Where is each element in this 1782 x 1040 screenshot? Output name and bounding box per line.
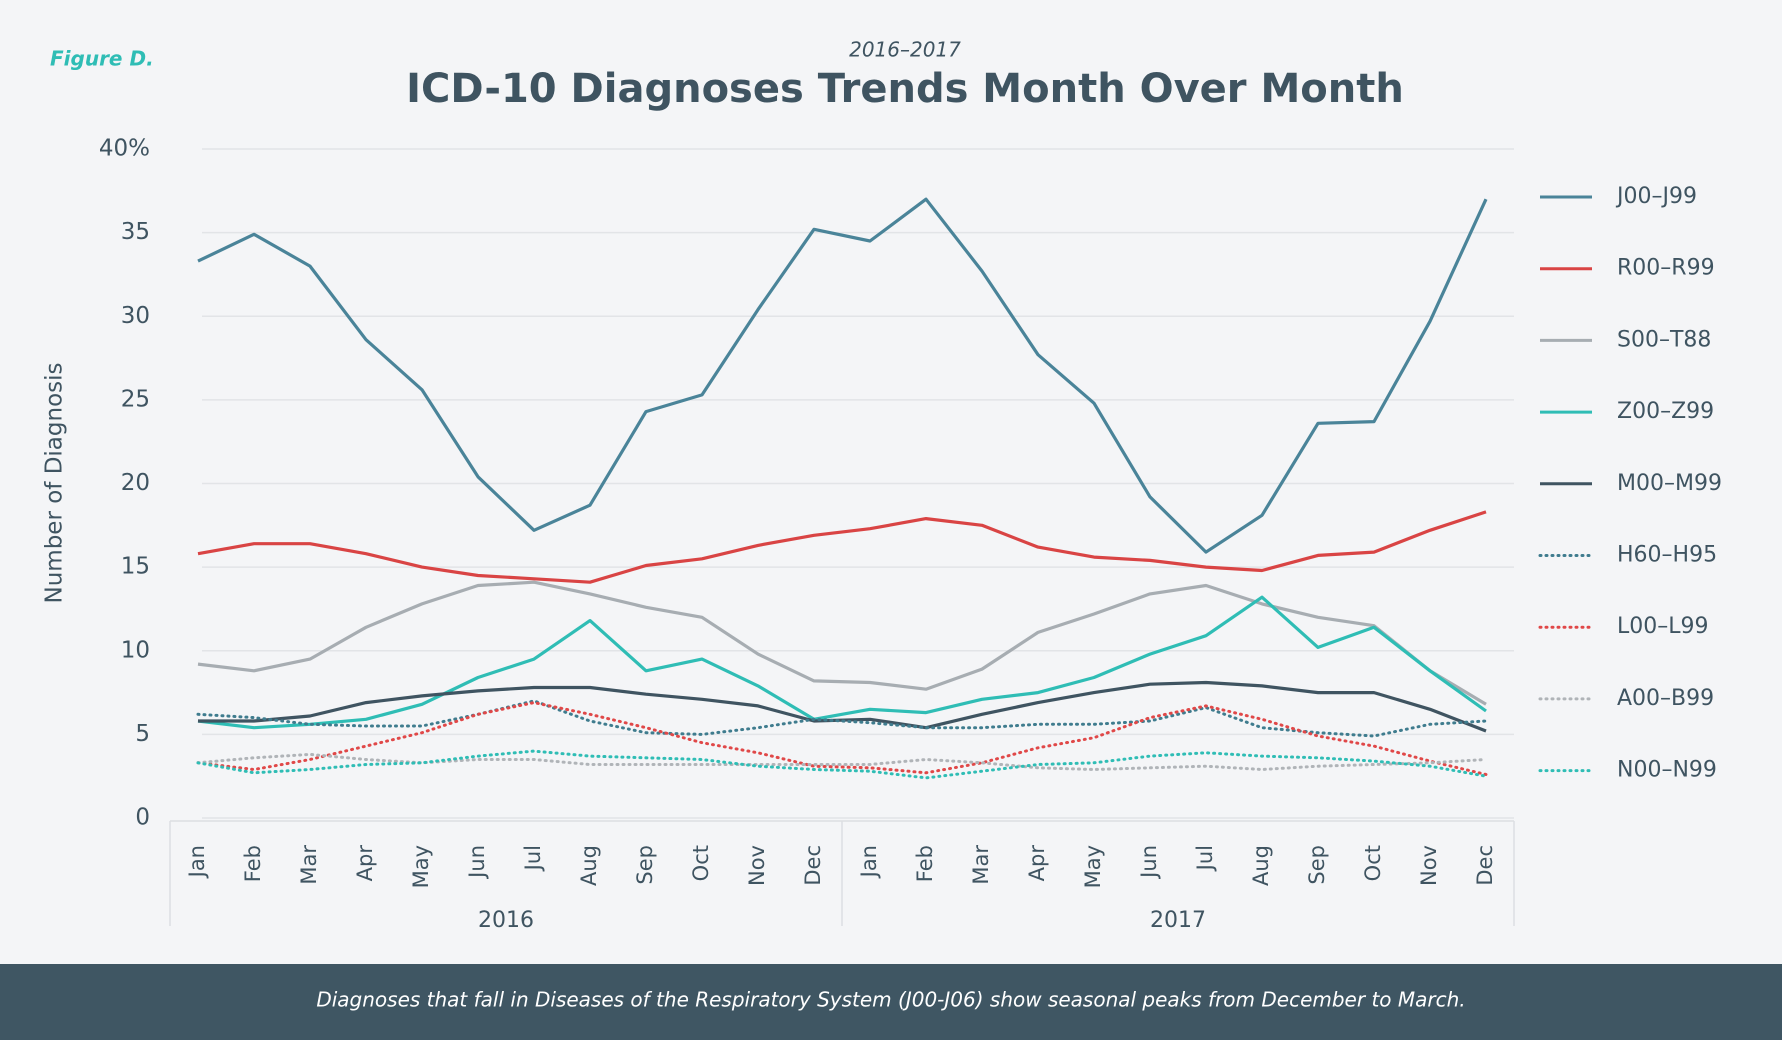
legend-label: J00–J99 (1615, 184, 1697, 209)
figure-label: Figure D. (50, 47, 154, 71)
legend-label: N00–N99 (1617, 758, 1717, 783)
y-tick-label: 0 (135, 805, 150, 831)
y-tick-label: 35 (121, 219, 150, 245)
legend-label: R00–R99 (1617, 256, 1715, 281)
x-tick-label: Oct (689, 845, 713, 881)
x-tick-label: Jun (1137, 845, 1161, 880)
x-tick-label: Jul (1193, 845, 1217, 872)
x-tick-label: Jul (521, 845, 545, 872)
legend-label: Z00–Z99 (1617, 399, 1714, 424)
x-tick-label: May (409, 845, 433, 888)
chart-title: ICD-10 Diagnoses Trends Month Over Month (406, 66, 1404, 112)
x-tick-label: Feb (913, 845, 937, 882)
legend-label: L00–L99 (1617, 614, 1709, 639)
x-tick-label: Sep (633, 845, 657, 885)
legend-label: H60–H95 (1617, 543, 1717, 568)
y-tick-label: 15 (121, 554, 150, 580)
y-axis-label: Number of Diagnosis (42, 363, 68, 604)
series-line (197, 595, 1487, 730)
x-tick-label: Jun (465, 845, 489, 880)
series-line (197, 510, 1487, 584)
x-tick-label: Sep (1305, 845, 1329, 885)
footer-note: Diagnoses that fall in Diseases of the R… (316, 988, 1465, 1012)
x-group-label: 2017 (1150, 908, 1206, 933)
x-tick-label: Mar (297, 845, 321, 885)
y-tick-label: 30 (121, 303, 150, 329)
y-tick-label: 10 (121, 637, 150, 663)
x-tick-label: Oct (1361, 845, 1385, 881)
chart-subtitle: 2016–2017 (849, 38, 961, 62)
x-tick-label: Nov (1417, 845, 1441, 886)
series-line (196, 699, 1488, 738)
x-tick-label: Aug (577, 845, 601, 886)
x-tick-label: Dec (1473, 845, 1497, 886)
x-tick-label: Apr (1025, 845, 1049, 882)
y-tick-label: 40% (99, 136, 150, 162)
x-tick-label: Mar (969, 845, 993, 885)
x-tick-label: Apr (353, 845, 377, 882)
legend-label: A00–B99 (1617, 686, 1714, 711)
x-tick-label: Nov (745, 845, 769, 886)
series-line (197, 197, 1488, 554)
x-tick-label: May (1081, 845, 1105, 888)
x-tick-label: Dec (801, 845, 825, 886)
series-line (196, 701, 1488, 776)
y-tick-label: 25 (121, 386, 150, 412)
x-tick-label: Jan (857, 845, 881, 879)
footer-band (0, 964, 1782, 1040)
y-tick-label: 5 (135, 721, 150, 747)
series-line (196, 749, 1488, 780)
y-tick-label: 20 (121, 470, 150, 496)
x-tick-label: Aug (1249, 845, 1273, 886)
legend-label: M00–M99 (1617, 471, 1722, 496)
x-group-label: 2016 (478, 908, 534, 933)
x-tick-label: Jan (185, 845, 209, 879)
x-tick-label: Feb (241, 845, 265, 882)
legend-label: S00–T88 (1617, 327, 1711, 352)
